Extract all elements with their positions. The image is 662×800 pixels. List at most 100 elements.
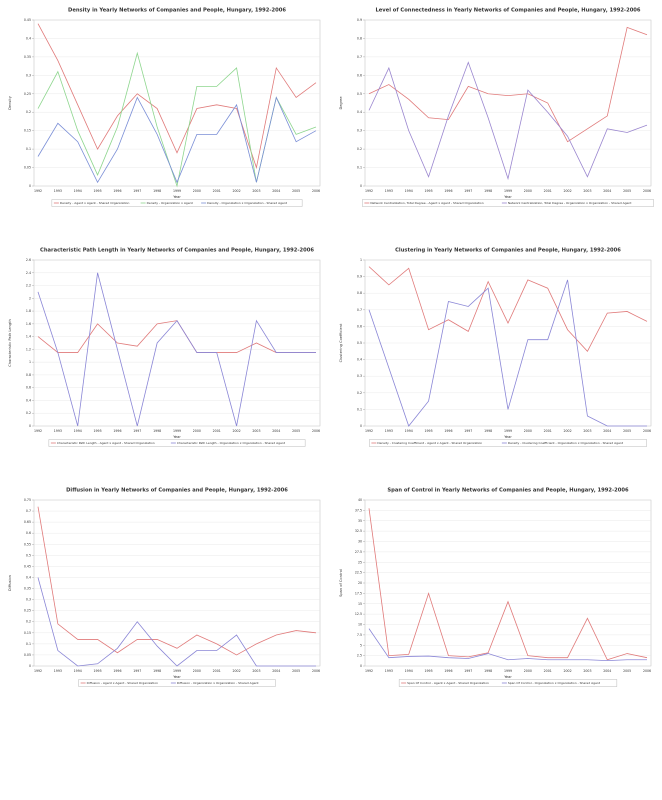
x-tick-label: 1997	[133, 669, 141, 673]
y-tick-label: 1	[29, 360, 31, 364]
x-tick-label: 2003	[252, 669, 260, 673]
y-tick-label: 1.4	[26, 335, 31, 339]
y-tick-label: 12.5	[355, 612, 362, 616]
x-axis-label: Year	[504, 435, 512, 439]
x-tick-label: 1996	[113, 189, 121, 193]
x-tick-label: 2003	[583, 669, 591, 673]
x-tick-label: 1993	[385, 189, 393, 193]
y-tick-label: 0.5	[357, 92, 362, 96]
x-tick-label: 2000	[193, 669, 201, 673]
y-tick-label: 0.45	[24, 18, 31, 22]
y-tick-label: 0.6	[26, 386, 31, 390]
x-tick-label: 2005	[623, 189, 631, 193]
x-tick-label: 2004	[272, 189, 280, 193]
series-line	[368, 508, 648, 661]
y-tick-label: 37.5	[355, 508, 362, 512]
y-tick-label: 0.3	[357, 374, 362, 378]
chart-title: Clustering in Yearly Networks of Compani…	[395, 248, 621, 254]
chart-panel: Level of Connectedness in Yearly Network…	[339, 8, 654, 207]
legend-box	[51, 199, 303, 207]
y-tick-label: 0	[360, 184, 362, 188]
x-tick-label: 2006	[312, 669, 320, 673]
y-tick-label: 35	[358, 519, 362, 523]
x-tick-label: 1998	[153, 429, 161, 433]
x-tick-label: 2000	[524, 429, 532, 433]
y-tick-label: 0.9	[357, 275, 362, 279]
y-tick-label: 1	[360, 258, 362, 262]
x-axis-label: Year	[173, 435, 181, 439]
y-tick-label: 0.1	[357, 407, 362, 411]
x-tick-label: 1993	[54, 189, 62, 193]
x-tick-label: 1999	[173, 429, 181, 433]
x-tick-label: 2002	[233, 429, 241, 433]
x-tick-label: 1998	[484, 189, 492, 193]
y-tick-label: 10	[358, 623, 362, 627]
x-tick-label: 1997	[464, 669, 472, 673]
y-tick-label: 0.8	[357, 291, 362, 295]
x-tick-label: 2000	[524, 189, 532, 193]
legend-label: Density - Organization x Organization - …	[207, 201, 288, 205]
y-tick-label: 0.45	[24, 564, 31, 568]
x-tick-label: 2003	[252, 189, 260, 193]
x-tick-label: 2000	[193, 189, 201, 193]
x-tick-label: 1996	[113, 669, 121, 673]
y-tick-label: 27.5	[355, 550, 362, 554]
x-tick-label: 1992	[365, 669, 373, 673]
x-tick-label: 2001	[213, 429, 221, 433]
legend-box	[362, 199, 654, 207]
x-tick-label: 1995	[94, 669, 102, 673]
x-tick-label: 2002	[233, 189, 241, 193]
x-axis-label: Year	[173, 195, 181, 199]
y-tick-label: 0.7	[357, 308, 362, 312]
y-tick-label: 0.15	[24, 631, 31, 635]
y-axis-label: Characteristic Path Length	[8, 319, 12, 367]
y-tick-label: 0.2	[357, 391, 362, 395]
y-tick-label: 0.8	[26, 373, 31, 377]
y-tick-label: 0.35	[24, 587, 31, 591]
y-tick-label: 17.5	[355, 591, 362, 595]
y-tick-label: 0.7	[357, 55, 362, 59]
x-tick-label: 2004	[272, 669, 280, 673]
y-tick-label: 2.4	[26, 271, 31, 275]
y-tick-label: 0.9	[357, 18, 362, 22]
y-tick-label: 0.3	[357, 129, 362, 133]
y-tick-label: 0.6	[26, 531, 31, 535]
x-tick-label: 1998	[153, 189, 161, 193]
legend: Density - Agent x Agent - Shared Organiz…	[51, 199, 303, 207]
x-tick-label: 2003	[583, 189, 591, 193]
y-tick-label: 7.5	[357, 633, 362, 637]
plot-area	[33, 259, 321, 427]
legend-label: Network Centralization, Total Degree - O…	[508, 201, 632, 205]
x-tick-label: 1993	[385, 669, 393, 673]
series-line	[368, 61, 648, 181]
x-tick-label: 2001	[213, 669, 221, 673]
chart-title: Level of Connectedness in Yearly Network…	[375, 8, 640, 14]
y-axis-label: Span of Control	[339, 569, 343, 597]
x-axis-label: Year	[173, 675, 181, 679]
x-tick-label: 1999	[504, 669, 512, 673]
legend: Diffusion - Agent x Agent - Shared Organ…	[78, 679, 276, 687]
y-tick-label: 0.4	[26, 398, 31, 402]
x-tick-label: 1994	[405, 669, 413, 673]
legend: Density - Clustering Coefficient - Agent…	[369, 439, 647, 447]
x-tick-label: 1997	[464, 429, 472, 433]
x-tick-label: 1995	[425, 669, 433, 673]
x-tick-label: 1992	[34, 189, 42, 193]
y-axis-label: Clustering Coefficient	[339, 323, 343, 362]
y-tick-label: 1.2	[26, 347, 31, 351]
x-tick-label: 1996	[444, 429, 452, 433]
y-tick-label: 0.7	[26, 509, 31, 513]
plot-area	[33, 19, 321, 187]
y-tick-label: 0.55	[24, 542, 31, 546]
y-tick-label: 0.2	[26, 411, 31, 415]
x-tick-label: 2004	[603, 189, 611, 193]
chart-title: Span of Control in Yearly Networks of Co…	[387, 488, 629, 494]
y-tick-label: 30	[358, 540, 362, 544]
x-tick-label: 1992	[365, 189, 373, 193]
y-tick-label: 1.6	[26, 322, 31, 326]
x-tick-label: 2003	[252, 429, 260, 433]
x-tick-label: 1993	[385, 429, 393, 433]
y-tick-label: 0.6	[357, 324, 362, 328]
y-tick-label: 0.25	[24, 609, 31, 613]
